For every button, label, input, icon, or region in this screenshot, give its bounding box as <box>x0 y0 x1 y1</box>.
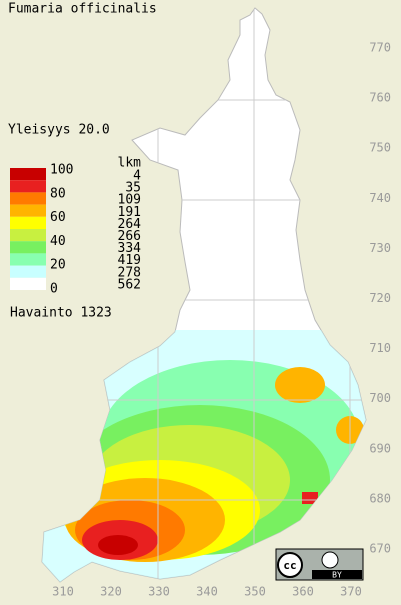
legend-count: 419 <box>118 253 141 268</box>
y-axis-label: 740 <box>369 191 391 205</box>
observations: Havainto 1323 <box>10 306 112 321</box>
y-axis-label: 680 <box>369 491 391 505</box>
y-axis-label: 690 <box>369 441 391 455</box>
species-title: Fumaria officinalis <box>8 2 157 17</box>
legend-count: 4 <box>133 169 141 184</box>
legend-swatch <box>10 204 46 217</box>
legend-swatch <box>10 229 46 242</box>
legend-count: 562 <box>118 277 141 292</box>
y-axis-label: 750 <box>369 141 391 155</box>
legend-swatch <box>10 180 46 193</box>
legend-scale-label: 100 <box>50 163 73 178</box>
legend-count: 266 <box>118 229 141 244</box>
x-axis-label: 330 <box>148 585 170 599</box>
legend-scale-label: 40 <box>50 234 66 249</box>
legend-count: 278 <box>118 265 141 280</box>
frequency: Yleisyys 20.0 <box>8 123 110 138</box>
x-axis-label: 310 <box>52 585 74 599</box>
x-axis-label: 360 <box>292 585 314 599</box>
y-axis-label: 770 <box>369 41 391 55</box>
y-axis-label: 670 <box>369 542 391 556</box>
legend-count: 35 <box>125 181 141 196</box>
count-header: lkm <box>118 156 142 171</box>
y-axis-label: 700 <box>369 391 391 405</box>
legend-swatch <box>10 265 46 278</box>
y-axis-label: 710 <box>369 341 391 355</box>
y-axis-label: 760 <box>369 91 391 105</box>
x-axis-label: 370 <box>340 585 362 599</box>
legend-count: 264 <box>118 217 142 232</box>
legend-scale-label: 20 <box>50 258 66 273</box>
x-axis-label: 350 <box>244 585 266 599</box>
legend-scale-label: 80 <box>50 186 66 201</box>
license-text: BY <box>332 571 342 580</box>
x-axis-label: 340 <box>196 585 218 599</box>
legend-count: 109 <box>118 193 141 208</box>
legend-swatch <box>10 277 46 290</box>
legend-scale-label: 0 <box>50 282 58 297</box>
legend-swatch <box>10 241 46 254</box>
svg-text:cc: cc <box>283 559 296 572</box>
x-axis-label: 320 <box>100 585 122 599</box>
y-axis-label: 720 <box>369 291 391 305</box>
legend-count: 334 <box>118 241 142 256</box>
legend-scale-label: 60 <box>50 210 66 225</box>
license-badge: cc BY <box>275 548 364 581</box>
legend-swatch <box>10 192 46 205</box>
legend-swatch <box>10 216 46 229</box>
y-axis-label: 730 <box>369 241 391 255</box>
legend-swatch <box>10 168 46 181</box>
legend-swatch <box>10 253 46 266</box>
legend-count: 191 <box>118 205 141 220</box>
